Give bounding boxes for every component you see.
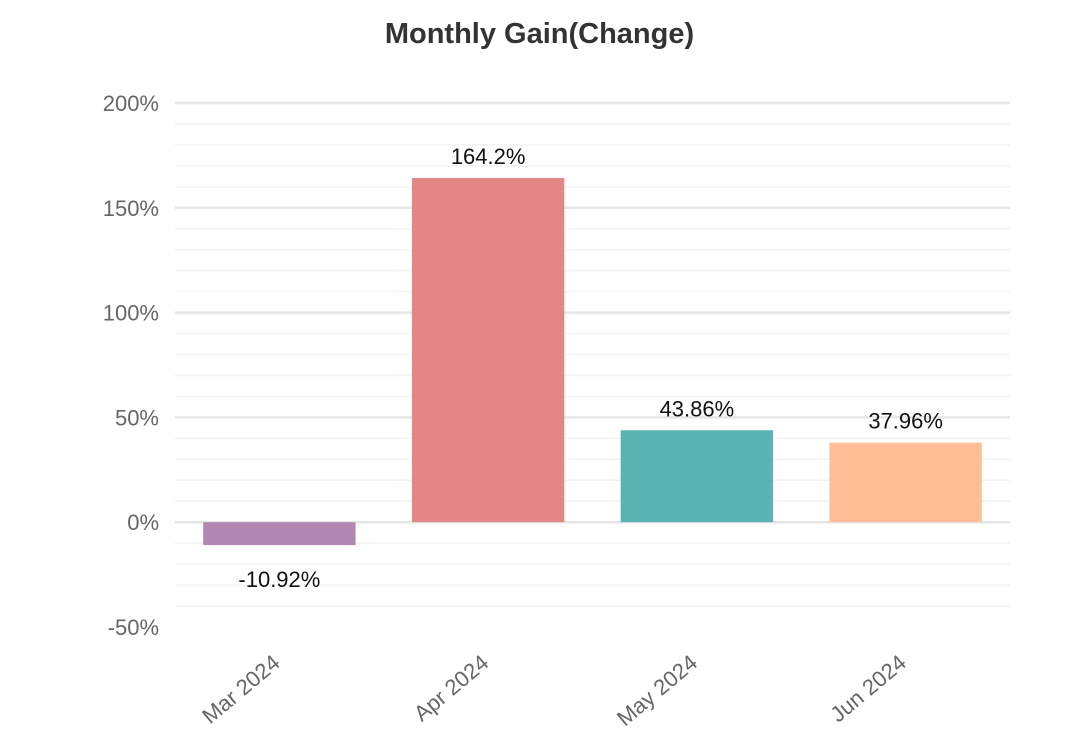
y-axis-tick-labels: 200% 150% 100% 50% 0% -50% (103, 91, 159, 640)
x-tick-label: Mar 2024 (197, 650, 284, 729)
y-tick-label: -50% (108, 615, 159, 640)
data-labels: -10.92% 164.2% 43.86% 37.96% (238, 144, 943, 592)
x-axis-tick-labels: Mar 2024 Apr 2024 May 2024 Jun 2024 (197, 650, 911, 731)
y-tick-label: 0% (127, 510, 159, 535)
data-label: -10.92% (238, 567, 320, 592)
y-tick-label: 50% (115, 405, 159, 430)
data-label: 43.86% (660, 396, 735, 421)
y-tick-label: 150% (103, 196, 159, 221)
x-tick-label: Jun 2024 (825, 650, 910, 727)
bar (411, 178, 565, 523)
bars (203, 178, 982, 546)
data-label: 37.96% (868, 409, 943, 434)
y-tick-label: 100% (103, 301, 159, 326)
x-tick-label: May 2024 (612, 650, 702, 731)
bar (620, 430, 774, 523)
data-label: 164.2% (451, 144, 526, 169)
minor-gridlines (175, 123, 1010, 607)
y-tick-label: 200% (103, 91, 159, 116)
bar (203, 522, 356, 546)
chart-title: Monthly Gain(Change) (384, 18, 695, 50)
x-tick-label: Apr 2024 (409, 650, 493, 727)
bar (829, 442, 982, 523)
